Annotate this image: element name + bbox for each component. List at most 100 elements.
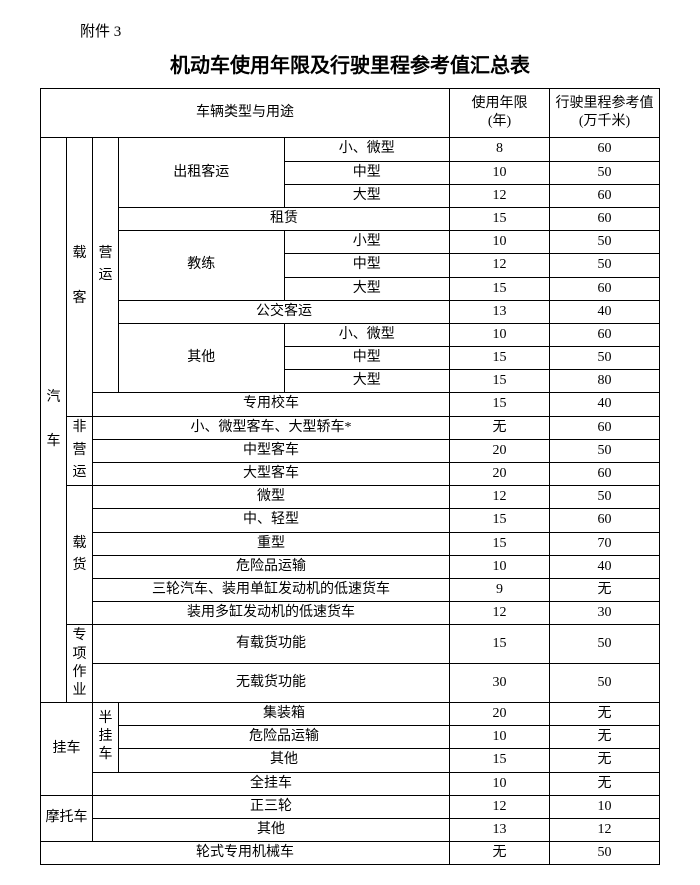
cell-mile: 12 bbox=[550, 819, 660, 842]
cell-age: 10 bbox=[450, 555, 550, 578]
label-small-micro: 小、微型 bbox=[284, 323, 450, 346]
cell-mile: 50 bbox=[550, 625, 660, 664]
label-bus: 公交客运 bbox=[119, 300, 450, 323]
table-row: 危险品运输 10 40 bbox=[41, 555, 660, 578]
label-motorcycle: 摩托车 bbox=[41, 795, 93, 841]
cell-age: 13 bbox=[450, 300, 550, 323]
label-small-micro: 小、微型 bbox=[284, 138, 450, 161]
cell-mile: 60 bbox=[550, 277, 660, 300]
cell-age: 15 bbox=[450, 347, 550, 370]
cell-age: 12 bbox=[450, 254, 550, 277]
label-cargo: 载货 bbox=[67, 486, 93, 625]
cell-mile: 60 bbox=[550, 207, 660, 230]
label-micro: 微型 bbox=[93, 486, 450, 509]
cell-age: 30 bbox=[450, 664, 550, 703]
label-nonop-small: 小、微型客车、大型轿车* bbox=[93, 416, 450, 439]
vehicle-table: 车辆类型与用途 使用年限(年) 行驶里程参考值(万千米) 汽 车 载 客 营运 … bbox=[40, 88, 660, 865]
cell-age: 20 bbox=[450, 463, 550, 486]
cell-age: 12 bbox=[450, 184, 550, 207]
cell-mile: 50 bbox=[550, 664, 660, 703]
cell-age: 9 bbox=[450, 578, 550, 601]
cell-mile: 50 bbox=[550, 231, 660, 254]
cell-age: 15 bbox=[450, 625, 550, 664]
cell-mile: 50 bbox=[550, 161, 660, 184]
cell-age: 10 bbox=[450, 231, 550, 254]
table-row: 危险品运输 10 无 bbox=[41, 726, 660, 749]
label-non-operating: 非营运 bbox=[67, 416, 93, 486]
label-special: 专项作业 bbox=[67, 625, 93, 703]
label-full-trailer: 全挂车 bbox=[93, 772, 450, 795]
label-with-cargo: 有载货功能 bbox=[93, 625, 450, 664]
label-medium: 中型 bbox=[284, 254, 450, 277]
label-without-cargo: 无载货功能 bbox=[93, 664, 450, 703]
cell-mile: 50 bbox=[550, 486, 660, 509]
cell-mile: 无 bbox=[550, 749, 660, 772]
cell-mile: 50 bbox=[550, 347, 660, 370]
label-multi-cyl: 装用多缸发动机的低速货车 bbox=[93, 602, 450, 625]
label-moto-tricycle: 正三轮 bbox=[93, 795, 450, 818]
cell-mile: 50 bbox=[550, 439, 660, 462]
label-tricycle-single: 三轮汽车、装用单缸发动机的低速货车 bbox=[93, 578, 450, 601]
label-rental: 租赁 bbox=[119, 207, 450, 230]
table-row: 挂车 半挂车 集装箱 20 无 bbox=[41, 703, 660, 726]
cell-age: 15 bbox=[450, 509, 550, 532]
label-large: 大型 bbox=[284, 277, 450, 300]
table-row: 其他 13 12 bbox=[41, 819, 660, 842]
label-trailer: 挂车 bbox=[41, 703, 93, 796]
label-large: 大型 bbox=[284, 370, 450, 393]
label-other: 其他 bbox=[119, 323, 285, 393]
table-row: 中型客车 20 50 bbox=[41, 439, 660, 462]
cell-mile: 60 bbox=[550, 509, 660, 532]
cell-age: 10 bbox=[450, 161, 550, 184]
table-row: 全挂车 10 无 bbox=[41, 772, 660, 795]
label-heavy: 重型 bbox=[93, 532, 450, 555]
table-row: 非营运 小、微型客车、大型轿车* 无 60 bbox=[41, 416, 660, 439]
label-taxi: 出租客运 bbox=[119, 138, 285, 208]
cell-age: 13 bbox=[450, 819, 550, 842]
header-category: 车辆类型与用途 bbox=[41, 89, 450, 138]
cell-mile: 50 bbox=[550, 254, 660, 277]
label-wheel-machine: 轮式专用机械车 bbox=[41, 842, 450, 865]
table-row: 专项作业 有载货功能 15 50 bbox=[41, 625, 660, 664]
label-car: 汽 车 bbox=[41, 138, 67, 703]
cell-mile: 无 bbox=[550, 703, 660, 726]
cell-mile: 60 bbox=[550, 463, 660, 486]
cell-mile: 70 bbox=[550, 532, 660, 555]
label-hazmat: 危险品运输 bbox=[93, 555, 450, 578]
label-small: 小型 bbox=[284, 231, 450, 254]
cell-mile: 无 bbox=[550, 578, 660, 601]
cell-age: 15 bbox=[450, 207, 550, 230]
cell-age: 15 bbox=[450, 532, 550, 555]
cell-mile: 60 bbox=[550, 184, 660, 207]
label-large: 大型 bbox=[284, 184, 450, 207]
table-row: 载货 微型 12 50 bbox=[41, 486, 660, 509]
cell-mile: 80 bbox=[550, 370, 660, 393]
table-row: 其他 小、微型 10 60 bbox=[41, 323, 660, 346]
label-container: 集装箱 bbox=[119, 703, 450, 726]
label-other: 其他 bbox=[119, 749, 450, 772]
cell-age: 10 bbox=[450, 323, 550, 346]
cell-mile: 50 bbox=[550, 842, 660, 865]
table-row: 重型 15 70 bbox=[41, 532, 660, 555]
attachment-label: 附件 3 bbox=[80, 20, 660, 41]
table-row: 汽 车 载 客 营运 出租客运 小、微型 8 60 bbox=[41, 138, 660, 161]
label-nonop-large: 大型客车 bbox=[93, 463, 450, 486]
label-school-bus: 专用校车 bbox=[93, 393, 450, 416]
cell-mile: 60 bbox=[550, 323, 660, 346]
table-row: 轮式专用机械车 无 50 bbox=[41, 842, 660, 865]
cell-age: 20 bbox=[450, 439, 550, 462]
cell-age: 15 bbox=[450, 749, 550, 772]
table-row: 公交客运 13 40 bbox=[41, 300, 660, 323]
table-row: 无载货功能 30 50 bbox=[41, 664, 660, 703]
table-row: 大型客车 20 60 bbox=[41, 463, 660, 486]
cell-age: 20 bbox=[450, 703, 550, 726]
cell-age: 12 bbox=[450, 795, 550, 818]
cell-age: 15 bbox=[450, 393, 550, 416]
cell-age: 12 bbox=[450, 486, 550, 509]
table-row: 三轮汽车、装用单缸发动机的低速货车 9 无 bbox=[41, 578, 660, 601]
cell-mile: 40 bbox=[550, 555, 660, 578]
label-nonop-medium: 中型客车 bbox=[93, 439, 450, 462]
page-title: 机动车使用年限及行驶里程参考值汇总表 bbox=[40, 49, 660, 78]
cell-mile: 40 bbox=[550, 300, 660, 323]
cell-mile: 60 bbox=[550, 416, 660, 439]
